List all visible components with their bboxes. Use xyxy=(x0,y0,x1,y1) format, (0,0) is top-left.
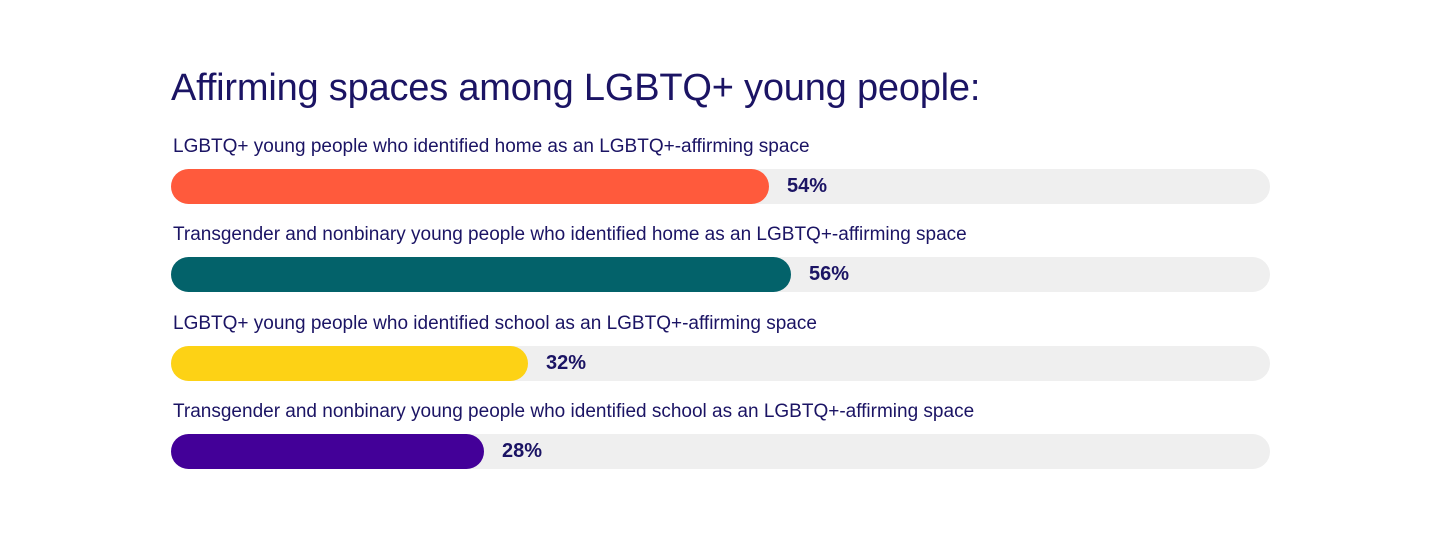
bar-label: LGBTQ+ young people who identified home … xyxy=(173,136,810,157)
bar-track: 56% xyxy=(171,257,1270,292)
bar-label: Transgender and nonbinary young people w… xyxy=(173,224,967,245)
bar-row-home-trans-nonbinary: Transgender and nonbinary young people w… xyxy=(171,223,1270,303)
bar-fill xyxy=(171,346,528,381)
bar-value-label: 54% xyxy=(787,175,828,197)
bar-row-school-lgbtq: LGBTQ+ young people who identified schoo… xyxy=(171,312,1270,392)
bar-fill xyxy=(171,257,791,292)
bar-row-school-trans-nonbinary: Transgender and nonbinary young people w… xyxy=(171,400,1270,480)
bar-track: 28% xyxy=(171,434,1270,469)
bar-label: Transgender and nonbinary young people w… xyxy=(173,401,975,422)
bar-value-label: 32% xyxy=(546,352,587,374)
bar-track: 32% xyxy=(171,346,1270,381)
chart-title: Affirming spaces among LGBTQ+ young peop… xyxy=(171,67,981,109)
bar-track: 54% xyxy=(171,169,1270,204)
bar-fill xyxy=(171,169,769,204)
bar-value-label: 56% xyxy=(809,263,850,285)
bar-value-label: 28% xyxy=(502,440,543,462)
bar-fill xyxy=(171,434,484,469)
bar-label: LGBTQ+ young people who identified schoo… xyxy=(173,313,817,334)
bar-row-home-lgbtq: LGBTQ+ young people who identified home … xyxy=(171,135,1270,215)
